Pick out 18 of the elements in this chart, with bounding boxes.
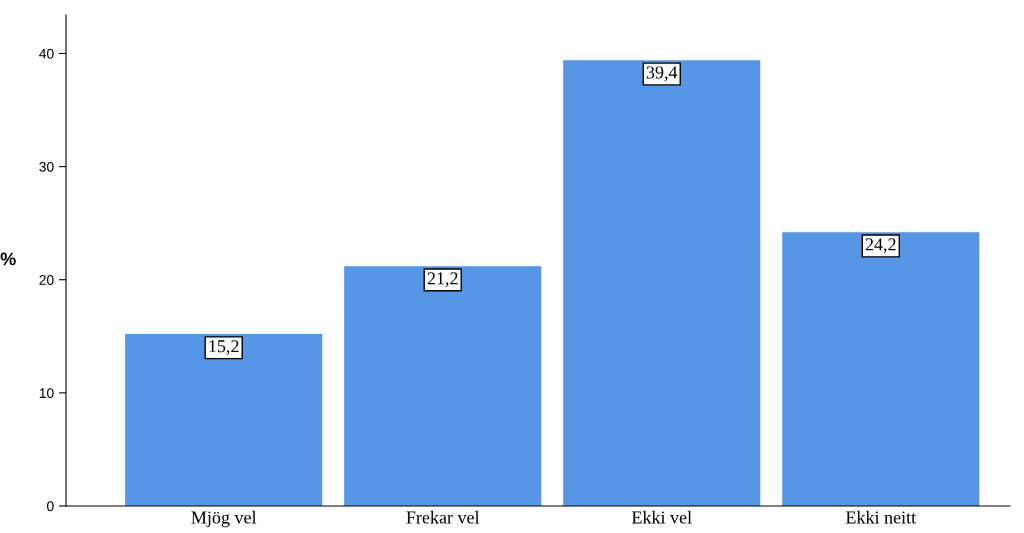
data-label: 39,4	[646, 66, 678, 82]
x-tick-label: Ekki neitt	[845, 510, 917, 524]
data-label: 15,2	[209, 340, 239, 355]
y-axis-title: %	[0, 252, 16, 266]
data-label: 21,2	[427, 272, 458, 288]
x-tick-label: Mjög vel	[191, 510, 257, 528]
bar	[125, 334, 323, 506]
y-tick-label: 40	[39, 48, 54, 59]
data-label: 24,2	[865, 238, 896, 254]
y-tick-label: 0	[47, 501, 54, 512]
y-tick-label: 10	[39, 388, 54, 399]
bar	[782, 232, 980, 506]
bar	[563, 60, 761, 506]
x-tick-label: Ekki vel	[631, 510, 692, 524]
bar	[344, 266, 542, 506]
y-tick-label: 30	[39, 161, 54, 172]
x-tick-label: Frekar vel	[406, 510, 480, 524]
y-tick-label: 20	[39, 275, 54, 285]
